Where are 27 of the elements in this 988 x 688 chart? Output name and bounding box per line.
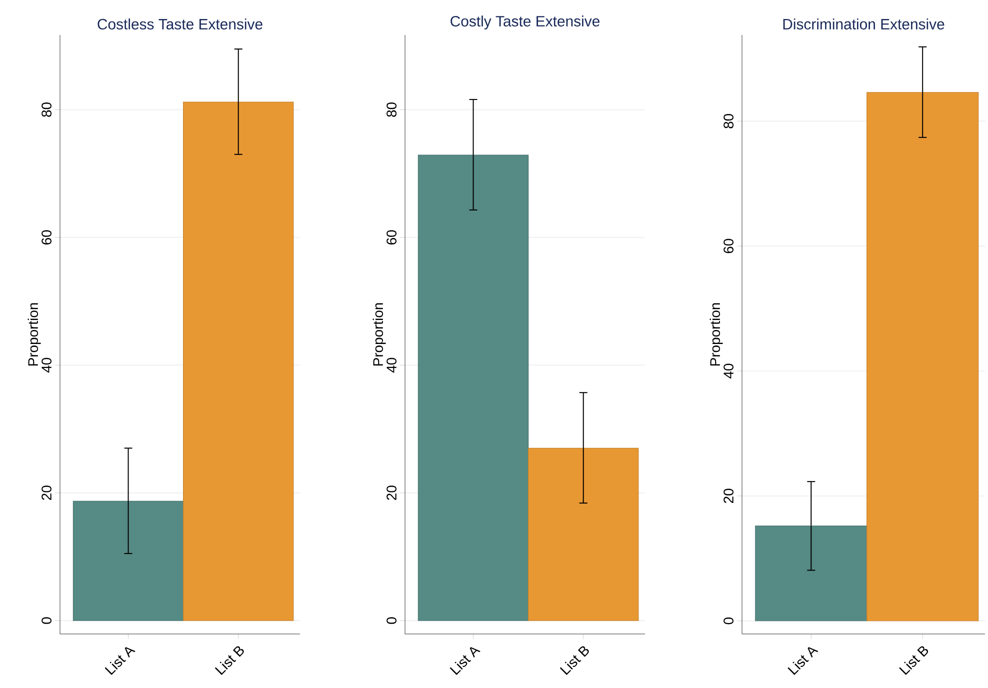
y-axis-title: Proportion — [710, 303, 723, 366]
y-tick-label: 40 — [386, 358, 396, 373]
x-tick-label: List A — [450, 647, 480, 675]
x-tick-label: List A — [104, 647, 136, 675]
y-axis-title: Proportion — [28, 303, 41, 366]
y-tick-label: 20 — [42, 486, 52, 500]
x-tick-label: List B — [560, 646, 589, 675]
y-tick-label: 20 — [724, 488, 734, 503]
y-tick-label: 0 — [724, 618, 734, 624]
y-tick-label: 80 — [42, 102, 52, 117]
x-tick-label: List B — [214, 646, 244, 675]
chart-title: Costless Taste Extensive — [98, 18, 262, 30]
y-axis-title: Proportion — [372, 303, 386, 366]
y-tick-label: 0 — [42, 617, 52, 624]
y-tick-label: 0 — [386, 617, 396, 624]
y-tick-label: 40 — [724, 364, 734, 378]
y-tick-label: 20 — [386, 486, 396, 500]
y-tick-label: 60 — [724, 238, 734, 254]
y-tick-label: 60 — [386, 230, 396, 244]
y-tick-label: 80 — [386, 102, 396, 117]
y-tick-label: 60 — [42, 230, 52, 244]
x-tick-label: List B — [899, 646, 928, 675]
y-tick-label: 80 — [724, 114, 734, 128]
x-tick-label: List A — [788, 647, 818, 675]
y-tick-label: 40 — [42, 358, 52, 373]
chart-title: Discrimination Extensive — [783, 18, 944, 30]
chart-title: Costly Taste Extensive — [450, 16, 600, 30]
